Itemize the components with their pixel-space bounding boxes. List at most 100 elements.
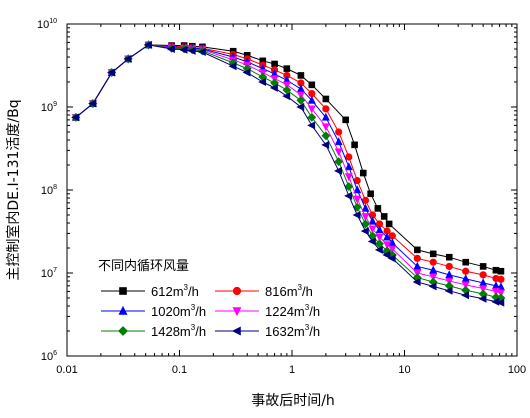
marker-triangle-left — [307, 121, 316, 130]
marker-square — [119, 287, 127, 295]
y-axis-title: 主控制室内DE.I-131活度/Bq — [5, 99, 22, 280]
marker-triangle-up — [429, 265, 438, 274]
legend-label: 1224m3/h — [265, 303, 320, 319]
marker-diamond — [321, 131, 331, 141]
marker-triangle-left — [444, 286, 453, 295]
marker-triangle-left — [360, 227, 369, 236]
x-tick-label: 1 — [289, 364, 295, 376]
marker-triangle-down — [353, 195, 362, 204]
marker-diamond — [296, 96, 306, 105]
marker-diamond — [307, 112, 317, 122]
marker-triangle-left — [334, 166, 342, 175]
legend-label: 1020m3/h — [151, 303, 206, 319]
marker-triangle-left — [461, 291, 470, 300]
marker-triangle-down — [307, 105, 316, 114]
marker-triangle-left — [321, 140, 330, 149]
legend-label-sup: 3 — [305, 323, 310, 332]
marker-triangle-up — [307, 95, 316, 104]
marker-square — [497, 267, 505, 275]
legend: 不同内循环风量 612m3/h 816m3/h 1020m3/h 1224m3/h 142… — [98, 258, 320, 339]
marker-square — [271, 60, 278, 68]
marker-triangle-left — [166, 45, 175, 53]
legend-label-unit: /h — [195, 324, 206, 339]
x-tick-label: 10 — [398, 364, 410, 376]
marker-triangle-up — [118, 305, 128, 315]
marker-triangle-down — [496, 289, 505, 298]
marker-triangle-left — [374, 245, 383, 254]
marker-triangle-left — [344, 191, 353, 200]
marker-triangle-left — [496, 298, 505, 307]
marker-triangle-left — [258, 78, 267, 86]
marker-triangle-left — [143, 40, 152, 49]
legend-title: 不同内循环风量 — [98, 258, 189, 274]
legend-label-unit: /h — [309, 324, 320, 339]
marker-triangle-down — [361, 213, 370, 222]
marker-triangle-left — [282, 92, 291, 101]
marker-triangle-down — [388, 245, 397, 254]
legend-label-unit: /h — [188, 284, 199, 299]
marker-triangle-left — [228, 62, 237, 71]
marker-circle — [232, 286, 242, 296]
marker-triangle-down — [368, 225, 377, 234]
marker-triangle-down — [344, 173, 353, 182]
marker-triangle-left — [179, 45, 188, 54]
marker-triangle-down — [479, 285, 488, 294]
x-tick-label: 0.1 — [172, 364, 187, 376]
y-tick-label: 109 — [41, 101, 57, 114]
marker-square — [351, 141, 358, 149]
marker-square — [297, 72, 305, 79]
legend-item-1632: 1632m3/h — [215, 323, 320, 339]
marker-triangle-up — [334, 137, 343, 146]
legend-item-1224: 1224m3/h — [215, 303, 320, 319]
legend-item-1020: 1020m3/h — [101, 303, 206, 319]
legend-label-unit: /h — [195, 304, 206, 319]
legend-label: 612m3/h — [151, 283, 199, 299]
legend-label-sup: 3 — [191, 303, 196, 312]
marker-circle — [388, 232, 396, 240]
axes: 0.01 0.1 1 10 100 106 107 108 109 1010 — [37, 18, 526, 376]
x-axis-title: 事故后时间/h — [251, 393, 335, 409]
x-tick-label: 0.01 — [56, 364, 77, 376]
marker-square — [374, 205, 382, 212]
y-tick-exponent: 9 — [53, 101, 57, 108]
legend-label: 816m3/h — [265, 283, 313, 299]
marker-triangle-left — [269, 83, 278, 92]
marker-triangle-left — [187, 46, 196, 55]
marker-triangle-left — [71, 113, 80, 122]
marker-triangle-down — [461, 281, 470, 290]
marker-square — [322, 95, 330, 103]
y-tick-label: 1010 — [37, 18, 57, 31]
y-tick-label: 107 — [41, 267, 57, 280]
marker-triangle-down — [375, 233, 384, 242]
x-tick-label: 100 — [508, 364, 526, 376]
marker-triangle-left — [478, 294, 487, 303]
legend-label: 1428m3/h — [151, 323, 206, 339]
marker-triangle-down — [296, 91, 305, 100]
y-tick-label: 108 — [41, 184, 57, 197]
marker-circle — [462, 267, 470, 275]
y-tick-label: 106 — [41, 350, 57, 363]
marker-triangle-down — [321, 123, 330, 132]
marker-triangle-left — [123, 54, 132, 63]
marker-circle — [345, 153, 353, 161]
marker-triangle-up — [368, 216, 377, 225]
marker-triangle-up — [361, 203, 370, 212]
marker-triangle-down — [334, 148, 343, 157]
marker-square — [445, 253, 453, 261]
marker-square — [429, 250, 437, 258]
marker-triangle-left — [382, 250, 391, 259]
marker-triangle-left — [387, 254, 396, 263]
marker-triangle-down — [383, 241, 392, 250]
marker-triangle-up — [375, 225, 384, 234]
marker-square — [462, 258, 470, 266]
marker-triangle-left — [296, 103, 305, 111]
marker-circle — [413, 254, 421, 262]
marker-triangle-left — [367, 237, 376, 246]
marker-square — [283, 65, 291, 72]
marker-circle — [335, 128, 343, 136]
marker-triangle-left — [88, 99, 97, 108]
marker-triangle-left — [428, 282, 437, 291]
marker-square — [414, 246, 421, 254]
marker-diamond — [361, 219, 370, 229]
